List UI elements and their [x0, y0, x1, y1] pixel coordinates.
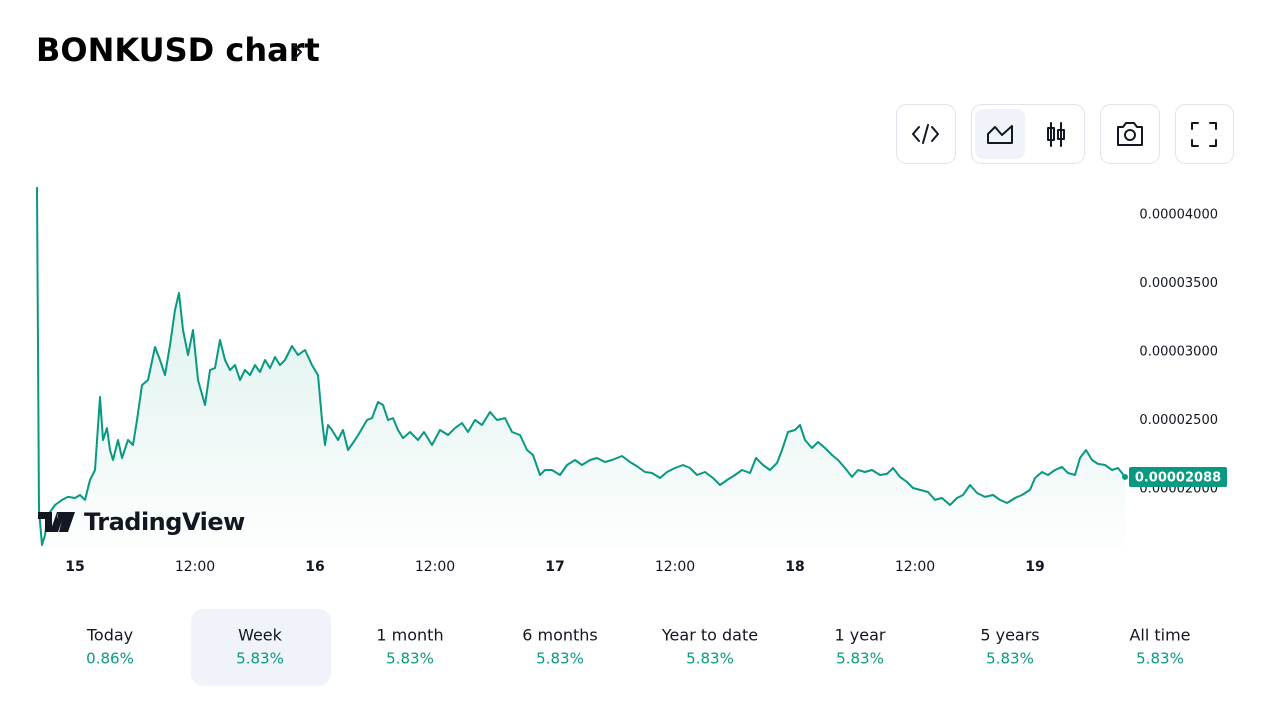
area-fill — [37, 187, 1125, 547]
period-tab[interactable] — [791, 609, 931, 686]
period-tab[interactable] — [341, 609, 481, 686]
period-label: Today — [86, 626, 133, 645]
title[interactable]: BONKUSD chart — [36, 31, 320, 69]
fullscreen-icon — [1191, 122, 1217, 147]
period-tab[interactable] — [41, 609, 181, 686]
tv-logo — [38, 512, 75, 532]
x-tick-label: 17 — [545, 559, 564, 575]
chart: 0.000020000.000025000.000030000.00003500… — [36, 187, 1227, 575]
x-tick-label: 15 — [65, 559, 84, 575]
camera-icon — [1117, 122, 1143, 146]
last-price-badge — [1129, 466, 1227, 487]
y-tick-label: 0.00002500 — [1139, 413, 1218, 428]
candle-icon-wicks — [1050, 122, 1062, 147]
period-label: Week — [238, 626, 283, 645]
period-label: 1 year — [835, 626, 886, 645]
y-tick-label: 0.00004000 — [1139, 208, 1218, 223]
x-tick-label: 12:00 — [415, 559, 455, 575]
period-change: 5.83% — [686, 650, 734, 668]
camera-lens — [1124, 129, 1136, 141]
period-change: 0.86% — [86, 650, 134, 668]
x-tick-label: 12:00 — [175, 559, 215, 575]
x-tick-label: 12:00 — [655, 559, 695, 575]
x-tick-label: 12:00 — [895, 559, 935, 575]
x-tick-label: 18 — [785, 559, 804, 575]
period-label: All time — [1129, 626, 1190, 645]
period-label: 6 months — [522, 626, 598, 645]
tv-logo-slash — [59, 512, 75, 532]
candle-icon-body — [1057, 129, 1065, 140]
period-tab[interactable] — [941, 609, 1081, 686]
embed-icon — [912, 124, 939, 144]
snapshot-button[interactable] — [1100, 104, 1160, 164]
last-price-label: 0.00002088 — [1135, 470, 1221, 485]
period-label: 5 years — [980, 626, 1039, 645]
period-tab[interactable] — [491, 609, 631, 686]
y-tick-label: 0.00003500 — [1139, 276, 1218, 291]
x-tick-label: 19 — [1025, 559, 1044, 575]
area-icon — [987, 125, 1013, 144]
candle-icon-body — [1047, 127, 1055, 141]
period-tabs: Today 0.86% Week 5.83% 1 month 5.83% 6 months 5… — [41, 609, 1231, 686]
period-label: Year to date — [661, 626, 758, 645]
period-change: 5.83% — [386, 650, 434, 668]
period-change: 5.83% — [1136, 650, 1184, 668]
period-label: 1 month — [376, 626, 443, 645]
x-tick-label: 16 — [305, 559, 324, 575]
toolbar — [896, 104, 1234, 164]
tv-logo-mark — [38, 512, 65, 532]
last-point — [1122, 473, 1128, 480]
period-tab[interactable] — [641, 609, 781, 686]
period-change: 5.83% — [986, 650, 1034, 668]
period-change: 5.83% — [536, 650, 584, 668]
period-change: 5.83% — [836, 650, 884, 668]
price-line — [36, 187, 1126, 546]
fullscreen-button[interactable] — [1175, 104, 1234, 164]
period-change: 5.83% — [236, 650, 284, 668]
watermark: TradingView — [84, 508, 245, 536]
period-tab-selected[interactable] — [191, 609, 331, 686]
y-tick-label: 0.00003000 — [1139, 345, 1218, 360]
title-chevron[interactable] — [292, 43, 302, 61]
period-tab[interactable] — [1091, 609, 1231, 686]
